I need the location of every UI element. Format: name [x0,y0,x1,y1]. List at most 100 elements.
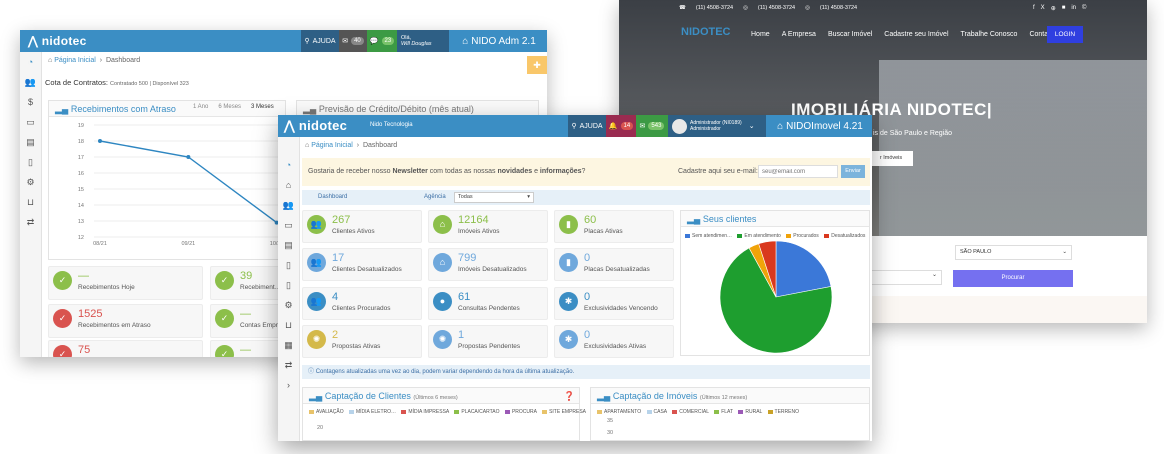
legend-label: Sem atendimen… [692,233,733,239]
pie-slice-1[interactable] [719,247,833,353]
stat-tile[interactable]: ▮ 0 Placas Desatualizadas [554,248,674,281]
chat-button[interactable]: 💬 23 [367,30,397,52]
agency-select[interactable]: Todas ▾ [454,192,534,203]
facebook-icon[interactable]: f [1033,5,1035,11]
legend-label: MÍDIA IMPRESSA [408,409,449,415]
file-icon[interactable]: ▯ [286,260,291,270]
stat-tile[interactable]: ● 61 Consultas Pendentes [428,287,548,320]
cogs-icon[interactable]: ⚙ [284,300,293,310]
y-tick-label: 12 [78,235,84,241]
chevron-down-icon: ⌄ [1062,249,1067,255]
users-icon[interactable]: 👥 [24,77,37,87]
tab-3-months[interactable]: 3 Meses [251,104,274,110]
tab-dashboard[interactable]: Dashboard [318,194,348,200]
home-icon[interactable]: ⌂ [285,180,292,190]
dollar-icon[interactable]: $ [27,97,33,107]
data-point[interactable] [274,220,279,225]
login-button[interactable]: LOGIN [1047,26,1083,43]
stat-value: — [78,270,89,282]
y-tick: 35 [607,418,614,424]
help-button[interactable]: ⚲ AJUDA [568,115,606,137]
tab-6-months[interactable]: 6 Meses [218,104,242,110]
data-point[interactable] [98,139,102,143]
monitor-icon[interactable]: ▭ [26,117,35,127]
user-menu[interactable]: Administrador (NI0189) Administrador ⌄ [668,115,766,137]
legend-item: Procurados [782,233,819,239]
data-point[interactable] [186,155,191,159]
stat-tile[interactable]: ⌂ 12164 Imóveis Ativos [428,210,548,243]
nav-home[interactable]: Home [751,31,770,38]
dashboard-icon[interactable]: ◔ [27,57,34,67]
nav-empresa[interactable]: A Empresa [781,31,816,38]
whatsapp-icon: ◎ [805,5,810,11]
book-icon[interactable]: ▤ [26,137,35,147]
stat-tile[interactable]: ✓ — Recebimentos Hoje [48,266,203,300]
pie-slice-0[interactable] [775,241,832,298]
nav-trabalhe[interactable]: Trabalhe Conosco [960,31,1018,38]
monitor-icon[interactable]: ▭ [284,220,293,230]
user-menu[interactable]: Olá, Will Douglas [397,30,449,52]
agency-label: Agência [424,194,446,200]
email-field[interactable] [758,165,838,178]
admin-settings-button[interactable]: ✚ [527,56,547,74]
y-tick: 30 [607,430,614,436]
stat-value: 0 [584,291,591,303]
bar-chart-icon: ▂▄ [309,391,323,401]
nav-contato[interactable]: Contato [1029,31,1054,38]
imovel-logo: ⋀ nidotec [284,118,347,134]
instagram-icon[interactable]: ⊕ [1050,6,1056,12]
file-icon[interactable]: ▯ [28,157,33,167]
x-icon[interactable]: X [1040,5,1045,11]
arrow-right-circle-icon[interactable]: › [287,380,290,390]
stat-tile[interactable]: ✱ 0 Exclusividades Ativas [554,325,674,358]
whatsapp-icon[interactable]: © [1082,5,1087,11]
hero-search-button[interactable]: r Imóveis [869,151,913,166]
clients-legend: Sem atendimen… Em atendimento Procurados… [681,233,865,239]
exchange-icon[interactable]: ⇄ [26,217,35,227]
cota-line: Cota de Contratos: Contratado 500 | Disp… [45,78,189,87]
dashboard-icon[interactable]: ◔ [285,160,292,170]
basket-icon[interactable]: ⊔ [26,197,35,207]
city-select[interactable]: SÃO PAULO ⌄ [955,245,1072,260]
linkedin-icon[interactable]: in [1071,5,1077,11]
site-logo[interactable]: NIDOTEC [681,26,731,38]
procurar-button[interactable]: Procurar [953,270,1073,287]
book-icon[interactable]: ▤ [284,240,293,250]
stat-tile[interactable]: 👥 267 Clientes Ativos [302,210,422,243]
app-title-text: NIDO Adm 2.1 [471,35,536,47]
users-icon: 👥 [307,292,326,311]
type-select[interactable]: ⌄ [869,270,942,285]
help-icon[interactable]: ❓ [563,391,575,401]
stat-tile[interactable]: ▮ 60 Placas Ativas [554,210,674,243]
cogs-icon[interactable]: ⚙ [26,177,35,187]
user-role: Administrador [690,126,721,132]
breadcrumb-home-link[interactable]: Página Inicial [311,142,353,149]
users-icon[interactable]: 👥 [282,200,295,210]
youtube-icon[interactable]: ■ [1061,5,1066,11]
nav-buscar[interactable]: Buscar Imóvel [827,31,873,38]
tab-1-year[interactable]: 1 Ano [193,104,209,110]
stat-tile[interactable]: ✓ 75 [48,340,203,357]
exchange-icon[interactable]: ⇄ [284,360,293,370]
stat-tile[interactable]: 👥 4 Clientes Procurados [302,287,422,320]
basket-icon[interactable]: ⊔ [284,320,293,330]
imovel-sidebar: ◔ ⌂ 👥 ▭ ▤ ▯ ▯ ⚙ ⊔ ▦ ⇄ › [278,137,300,441]
capt-imoveis-legend: APARTAMENTO CASA COMERCIAL FLAT RURAL TE… [593,409,799,415]
stat-tile[interactable]: ✓ 1525 Recebimentos em Atraso [48,304,203,338]
stat-tile[interactable]: ✺ 2 Propostas Ativas [302,325,422,358]
calendar-icon[interactable]: ▦ [284,340,293,350]
messages-button[interactable]: ✉ 40 [339,30,367,52]
stat-tile[interactable]: ✱ 0 Exclusividades Vencendo [554,287,674,320]
breadcrumb-home-link[interactable]: Página Inicial [54,57,96,64]
stat-tile[interactable]: ⌂ 799 Imóveis Desatualizados [428,248,548,281]
notifications-button[interactable]: 🔔 14 [606,115,636,137]
pie-slice-3[interactable] [758,241,777,298]
messages-button[interactable]: ✉ 543 [636,115,668,137]
help-button[interactable]: ⚲ AJUDA [301,30,339,52]
help-label: AJUDA [579,122,603,130]
nav-cadastre[interactable]: Cadastre seu Imóvel [884,31,949,38]
file-text-icon[interactable]: ▯ [286,280,291,290]
stat-tile[interactable]: 👥 17 Clientes Desatualizados [302,248,422,281]
stat-tile[interactable]: ✺ 1 Propostas Pendentes [428,325,548,358]
send-email-button[interactable]: Enviar [841,165,865,178]
